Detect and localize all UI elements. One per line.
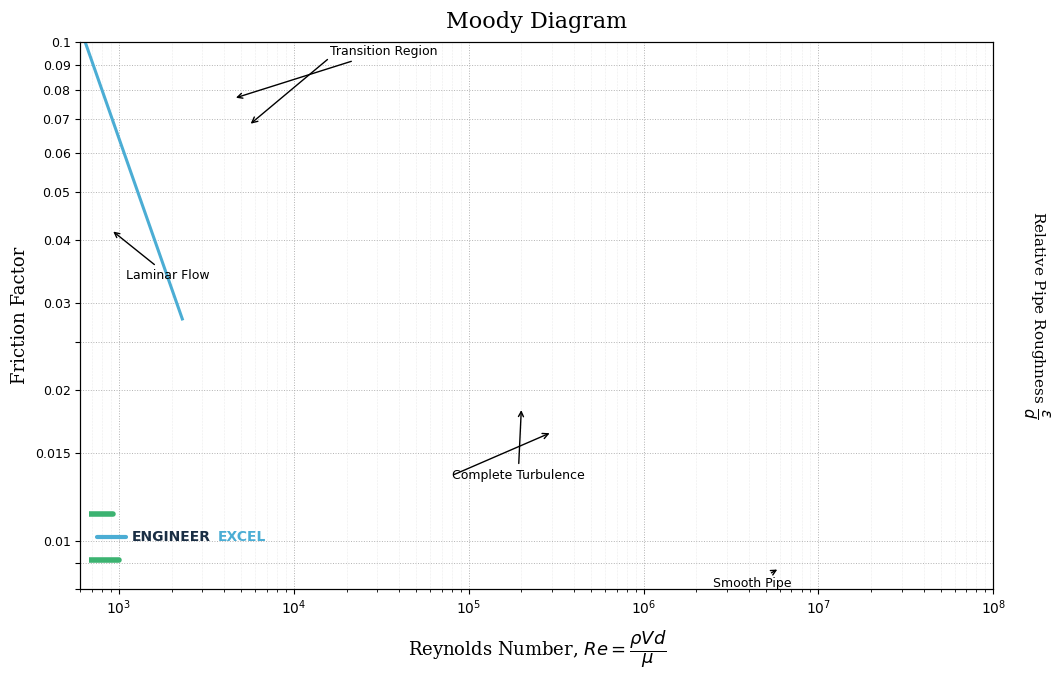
Text: Smooth Pipe: Smooth Pipe bbox=[714, 570, 791, 590]
X-axis label: Reynolds Number, $Re = \dfrac{\rho V d}{\mu}$: Reynolds Number, $Re = \dfrac{\rho V d}{… bbox=[408, 629, 666, 670]
Title: Moody Diagram: Moody Diagram bbox=[446, 11, 628, 33]
Y-axis label: Friction Factor: Friction Factor bbox=[11, 247, 29, 384]
Y-axis label: Relative Pipe Roughness $\dfrac{\varepsilon}{d}$: Relative Pipe Roughness $\dfrac{\varepsi… bbox=[1022, 212, 1051, 419]
Text: Complete Turbulence: Complete Turbulence bbox=[451, 411, 584, 482]
Text: Transition Region: Transition Region bbox=[238, 45, 438, 98]
Text: Laminar Flow: Laminar Flow bbox=[115, 232, 210, 282]
